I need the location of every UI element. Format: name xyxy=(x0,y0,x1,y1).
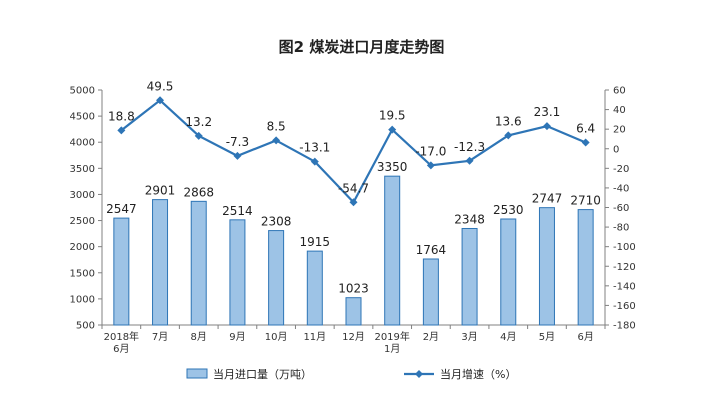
line-point xyxy=(426,161,435,170)
y-right-tick-label: -140 xyxy=(613,281,636,292)
line-value-label: -17.0 xyxy=(415,144,446,158)
bar-value-label: 2868 xyxy=(183,185,214,199)
bar-value-label: 2514 xyxy=(222,204,253,218)
y-right-tick-label: -180 xyxy=(613,321,636,332)
bar xyxy=(384,175,401,326)
x-tick-label: 2018年 xyxy=(104,330,139,343)
bar xyxy=(268,230,285,326)
bar-value-label: 3350 xyxy=(377,160,408,174)
y-right-tick-label: -100 xyxy=(613,242,636,253)
y-left-tick-label: 4500 xyxy=(70,112,95,123)
line-point xyxy=(581,138,590,147)
bar xyxy=(190,200,207,326)
bar-value-label: 1764 xyxy=(416,243,447,257)
y-right-tick-label: -120 xyxy=(613,262,636,273)
x-tick-label: 9月 xyxy=(229,331,245,343)
y-right-tick-label: -60 xyxy=(613,203,629,214)
chart-title: 图2 煤炭进口月度走势图 xyxy=(278,38,445,56)
line-value-label: -54.7 xyxy=(338,181,369,195)
bar xyxy=(538,207,555,326)
legend-bar-label: 当月进口量（万吨） xyxy=(213,367,312,381)
bar xyxy=(500,218,517,326)
line-point xyxy=(194,131,203,140)
line-point xyxy=(542,122,551,131)
y-right-tick-label: -20 xyxy=(613,164,629,175)
x-tick-label: 2019年 xyxy=(374,330,409,343)
line-value-label: -13.1 xyxy=(299,141,330,155)
bar xyxy=(306,250,323,326)
bar xyxy=(422,258,439,326)
y-left-tick-label: 1500 xyxy=(70,268,95,279)
line-point xyxy=(117,126,126,135)
x-tick-label: 2月 xyxy=(423,331,439,343)
bar xyxy=(152,199,169,326)
line-value-label: 8.5 xyxy=(267,119,286,133)
bar xyxy=(345,297,362,326)
line-value-label: -7.3 xyxy=(226,135,249,149)
x-tick-label: 1月 xyxy=(384,343,400,355)
y-left-tick-label: 5000 xyxy=(70,86,95,97)
line-value-label: -12.3 xyxy=(454,140,485,154)
y-right-tick-label: 60 xyxy=(613,86,626,97)
line-point xyxy=(388,125,397,134)
bar xyxy=(113,217,130,326)
x-tick-label: 10月 xyxy=(265,331,288,343)
x-tick-label: 12月 xyxy=(342,331,365,343)
bar xyxy=(461,227,478,326)
x-tick-label: 8月 xyxy=(191,331,207,343)
x-tick-label: 11月 xyxy=(303,331,326,343)
bar-value-label: 2308 xyxy=(261,215,292,229)
y-right-tick-label: 20 xyxy=(613,125,626,136)
x-tick-label: 5月 xyxy=(539,331,555,343)
legend-line-label: 当月增速（%） xyxy=(440,367,516,381)
y-left-tick-label: 3000 xyxy=(70,190,95,201)
y-left-tick-label: 1000 xyxy=(70,294,95,305)
line-value-label: 23.1 xyxy=(534,105,561,119)
y-right-tick-label: 0 xyxy=(613,144,619,155)
line-point xyxy=(272,136,281,145)
line-value-label: 49.5 xyxy=(147,79,174,93)
line-point xyxy=(465,156,474,165)
line-point xyxy=(156,96,165,105)
bar xyxy=(229,219,246,326)
y-left-tick-label: 2500 xyxy=(70,216,95,227)
bar-value-label: 2747 xyxy=(532,192,563,206)
bar-value-label: 2710 xyxy=(570,194,601,208)
x-tick-label: 7月 xyxy=(152,331,168,343)
x-tick-label: 6月 xyxy=(577,331,593,343)
line-point xyxy=(233,151,242,160)
y-right-tick-label: -40 xyxy=(613,183,629,194)
y-right-tick-label: -80 xyxy=(613,223,629,234)
bar-value-label: 2348 xyxy=(454,212,485,226)
bar-value-label: 1915 xyxy=(300,235,331,249)
x-tick-label: 3月 xyxy=(461,331,477,343)
bar-value-label: 2530 xyxy=(493,203,524,217)
line-point xyxy=(310,157,319,166)
bar-value-label: 1023 xyxy=(338,282,369,296)
y-left-tick-label: 2000 xyxy=(70,242,95,253)
line-point xyxy=(349,198,358,207)
x-tick-label: 6月 xyxy=(113,343,129,355)
y-left-tick-label: 3500 xyxy=(70,164,95,175)
bar-value-label: 2547 xyxy=(106,202,137,216)
y-left-tick-label: 4000 xyxy=(70,138,95,149)
line-value-label: 13.2 xyxy=(185,115,212,129)
bar-value-label: 2901 xyxy=(145,184,176,198)
legend-line-marker xyxy=(415,370,423,378)
line-value-label: 13.6 xyxy=(495,114,522,128)
line-value-label: 6.4 xyxy=(576,121,595,135)
legend-bar-swatch xyxy=(186,368,208,379)
bar xyxy=(577,209,594,326)
line-point xyxy=(504,131,513,140)
y-left-tick-label: 500 xyxy=(76,321,95,332)
line-value-label: 18.8 xyxy=(108,109,135,123)
x-tick-label: 4月 xyxy=(500,331,516,343)
y-right-tick-label: 40 xyxy=(613,105,626,116)
line-value-label: 19.5 xyxy=(379,109,406,123)
y-right-tick-label: -160 xyxy=(613,301,636,312)
